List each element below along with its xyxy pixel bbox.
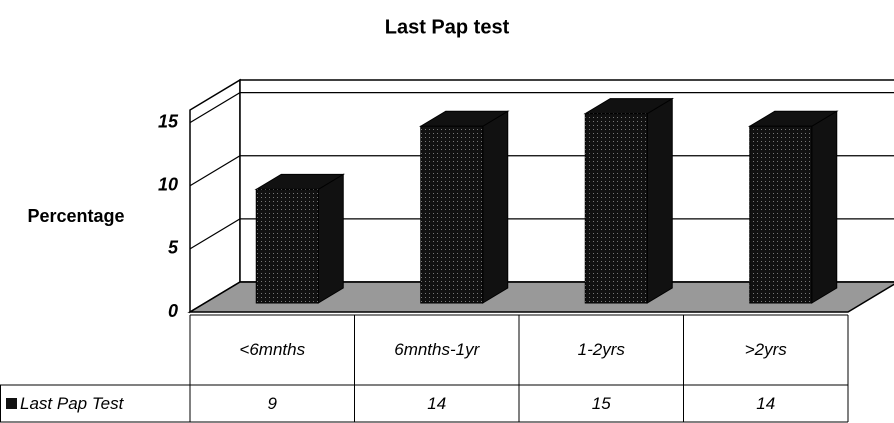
- x-tick-label-text: <6mnths: [239, 340, 306, 359]
- y-tick-label: 15: [158, 111, 179, 131]
- bar-texture: [749, 126, 812, 303]
- bar-texture: [420, 126, 483, 303]
- legend-entry-text: Last Pap Test: [20, 393, 124, 413]
- bar-texture: [256, 189, 319, 303]
- x-tick-label: 6mnths-1yr: [355, 315, 520, 385]
- bar-side: [317, 173, 344, 304]
- x-tick-label: 1-2yrs: [519, 315, 684, 385]
- data-table-value-text: 14: [427, 393, 447, 413]
- y-axis-label: Percentage: [27, 206, 124, 226]
- grid-line: [189, 92, 894, 124]
- data-table-value-text: 15: [591, 393, 611, 413]
- x-tick-label-text: 1-2yrs: [577, 340, 625, 359]
- bar-texture: [585, 113, 648, 303]
- bar-side: [482, 110, 509, 304]
- data-table-value-text: 14: [756, 393, 776, 413]
- x-tick-label: <6mnths: [190, 315, 355, 385]
- data-table-value: 15: [519, 385, 684, 422]
- y-tick-label: 0: [168, 301, 178, 321]
- bar-side: [811, 110, 838, 304]
- data-table-value-text: 9: [267, 393, 277, 413]
- side-wall: [189, 78, 241, 314]
- data-table-value: 14: [684, 385, 849, 422]
- y-tick-label: 5: [168, 238, 179, 258]
- x-tick-label-text: 6mnths-1yr: [394, 340, 480, 359]
- legend-entry: Last Pap Test: [0, 385, 190, 422]
- grid-line: [189, 218, 894, 250]
- x-tick-label-text: >2yrs: [744, 340, 787, 359]
- legend-key: [6, 398, 17, 409]
- x-tick-label: >2yrs: [684, 315, 849, 385]
- bar-side: [646, 97, 673, 304]
- y-tick-label: 10: [158, 175, 178, 195]
- chart-title: Last Pap test: [385, 16, 510, 38]
- data-table-value: 9: [190, 385, 355, 422]
- grid-line: [189, 155, 894, 187]
- grid-line: [189, 281, 894, 313]
- data-table-value: 14: [355, 385, 520, 422]
